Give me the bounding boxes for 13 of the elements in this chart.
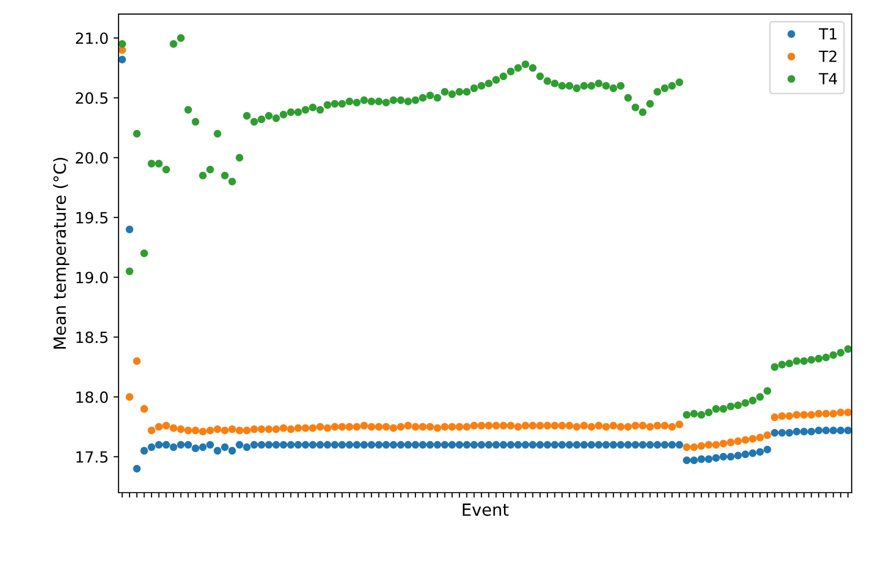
legend-label: T2 xyxy=(818,50,836,62)
y-tick-label: 19.5 xyxy=(76,212,108,224)
legend-label: T1 xyxy=(818,28,836,40)
y-tick-label: 20.0 xyxy=(76,152,108,164)
y-tick-label: 18.5 xyxy=(76,332,108,344)
y-tick-label: 21.0 xyxy=(76,32,108,44)
y-tick-label: 19.0 xyxy=(76,272,108,284)
x-axis-title: Event xyxy=(462,504,509,516)
y-tick-label: 18.0 xyxy=(76,391,108,403)
y-tick-label: 17.5 xyxy=(76,451,108,463)
y-axis-title: Mean temperature (°C) xyxy=(53,158,70,349)
y-tick-label: 20.5 xyxy=(76,92,108,104)
legend-label: T4 xyxy=(818,73,838,84)
